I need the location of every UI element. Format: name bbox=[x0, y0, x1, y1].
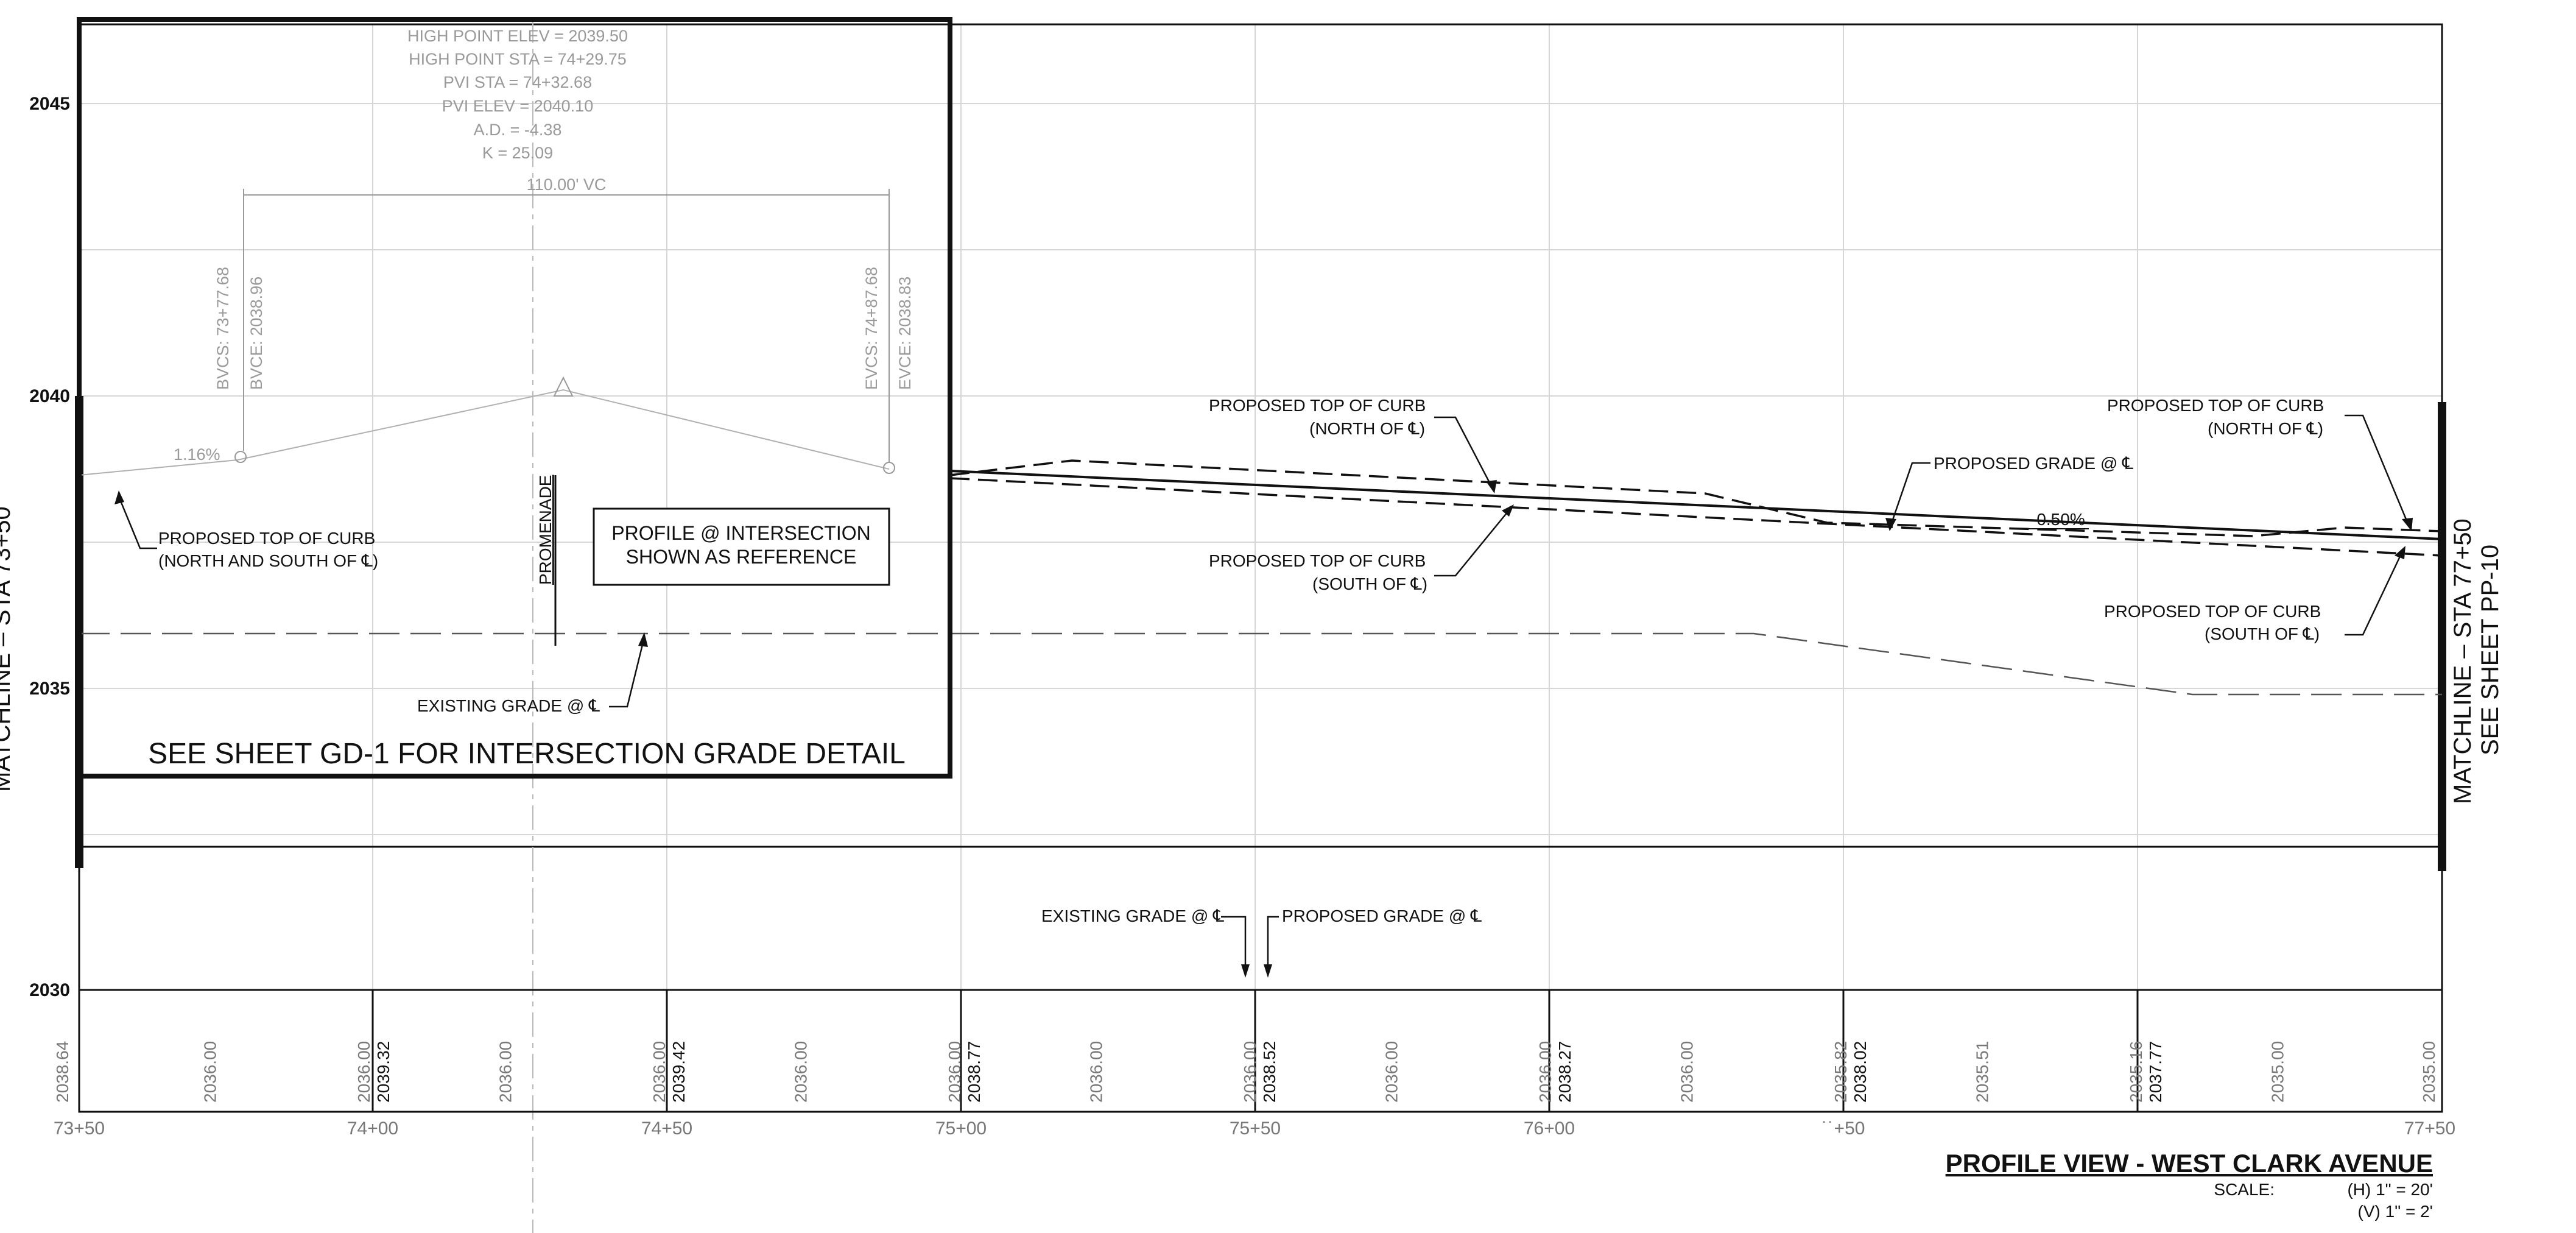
leader-tc-south-right bbox=[2345, 551, 2404, 636]
station-label: 77+50 bbox=[2404, 1118, 2455, 1139]
proposed-elevation-value: 2038.52 bbox=[1260, 1041, 1279, 1103]
grid bbox=[79, 24, 2442, 990]
y-tick-2035: 2035 bbox=[29, 679, 70, 699]
top-of-curb-north-line bbox=[949, 459, 2443, 537]
bvce-label: BVCE: 2038.96 bbox=[247, 277, 266, 390]
callout-tc-north-2: (NORTH OF ℄) bbox=[1309, 419, 1425, 438]
intersection-note-frame bbox=[77, 17, 952, 779]
callout-tc-ns-1: PROPOSED TOP OF CURB bbox=[158, 529, 375, 548]
callout-tc-ns-2: (NORTH AND SOUTH OF ℄) bbox=[158, 551, 378, 570]
callout-tc-north-1: PROPOSED TOP OF CURB bbox=[1209, 396, 1426, 415]
bvcs-label: BVCS: 73+77.68 bbox=[214, 267, 232, 390]
intersection-profile-line bbox=[79, 389, 890, 476]
proposed-elevation-value: 2038.02 bbox=[1851, 1041, 1870, 1103]
existing-elevation-value: 2036.00 bbox=[1240, 1041, 1259, 1103]
existing-elevation-value: 2036.00 bbox=[496, 1041, 515, 1103]
algebraic-difference: A.D. = -4.38 bbox=[474, 121, 562, 139]
scale-horizontal: (H) 1" = 20' bbox=[2347, 1180, 2433, 1199]
leader-tc-north-right bbox=[2345, 414, 2410, 526]
station-label: 74+50 bbox=[641, 1118, 692, 1139]
elevation-table bbox=[78, 989, 2443, 1113]
pvi-elev: PVI ELEV = 2040.10 bbox=[442, 97, 593, 115]
bvc-marker bbox=[234, 451, 247, 463]
leader-proposed-bottom bbox=[1267, 916, 1279, 972]
existing-elevation-value: 2036.00 bbox=[792, 1041, 811, 1103]
pvi-triangle bbox=[553, 376, 574, 397]
existing-elevation-value: 2036.00 bbox=[354, 1041, 373, 1103]
proposed-elevation-value: 2038.27 bbox=[1555, 1041, 1574, 1103]
station-label: 73+50 bbox=[54, 1118, 105, 1139]
existing-elevation-value: 2035.51 bbox=[1973, 1041, 1992, 1103]
existing-elevation-value: 2036.00 bbox=[1087, 1041, 1106, 1103]
callout-proposed-grade-right: PROPOSED GRADE @ ℄ bbox=[1934, 454, 2133, 473]
callout-tc-south-1: PROPOSED TOP OF CURB bbox=[1209, 551, 1426, 570]
y-tick-2040: 2040 bbox=[29, 386, 70, 406]
profile-view-title: PROFILE VIEW - WEST CLARK AVENUE bbox=[1946, 1149, 2433, 1178]
existing-elevation-value: 2035.16 bbox=[2127, 1041, 2145, 1103]
leader-existing-left bbox=[609, 637, 646, 708]
proposed-elevation-value: 2037.77 bbox=[2146, 1041, 2165, 1103]
top-of-curb-south-line bbox=[949, 477, 2443, 557]
callout-tc-south-right-2: (SOUTH OF ℄) bbox=[2205, 624, 2320, 643]
evce-label: EVCE: 2038.83 bbox=[896, 277, 914, 390]
existing-elevation-value: 2035.82 bbox=[1831, 1041, 1850, 1103]
leader-tc-north bbox=[1434, 416, 1493, 488]
matchline-left: MATCHLINE – STA 73+50 bbox=[0, 506, 15, 792]
existing-elevation-value: 2036.00 bbox=[945, 1041, 964, 1103]
existing-elevation-value: 2035.00 bbox=[2419, 1041, 2438, 1103]
profile-reference-line1: PROFILE @ INTERSECTION bbox=[611, 522, 870, 544]
leader-proposed-grade-right bbox=[1890, 462, 1930, 526]
existing-elevation-value: 2035.00 bbox=[2268, 1041, 2287, 1103]
existing-elevation-value: 2036.00 bbox=[1678, 1041, 1697, 1103]
grade-right: -0.50% bbox=[2031, 510, 2085, 529]
callout-tc-south-2: (SOUTH OF ℄) bbox=[1312, 574, 1427, 593]
elevation-cells: 2038.64 2036.00 2036.00 2039.32 2036.00 2036.… bbox=[53, 1041, 2438, 1103]
see-sheet-note: SEE SHEET GD-1 FOR INTERSECTION GRADE DE… bbox=[148, 738, 906, 770]
leader-existing-bottom bbox=[1221, 916, 1247, 972]
y-tick-2030: 2030 bbox=[29, 980, 70, 1000]
matchline-right-line1: MATCHLINE – STA 77+50 bbox=[2449, 518, 2476, 804]
proposed-elevation-value: 2039.42 bbox=[669, 1041, 688, 1103]
matchline-right-line2: SEE SHEET PP-10 bbox=[2477, 545, 2504, 755]
plot-frame bbox=[78, 23, 2443, 991]
proposed-grade-line bbox=[949, 470, 2443, 540]
station-label: 74+00 bbox=[347, 1118, 398, 1139]
existing-grade-line bbox=[79, 632, 2442, 696]
profile-reference-box bbox=[593, 507, 890, 586]
existing-elevation-value: 2038.64 bbox=[53, 1041, 72, 1103]
callout-tc-north-right-2: (NORTH OF ℄) bbox=[2208, 419, 2323, 438]
callout-existing-grade-bottom: EXISTING GRADE @ ℄ bbox=[1041, 906, 1224, 925]
evc-marker bbox=[883, 462, 895, 474]
callout-tc-north-right-1: PROPOSED TOP OF CURB bbox=[2107, 396, 2324, 415]
grade-left: 1.16% bbox=[174, 445, 220, 464]
k-value: K = 25.09 bbox=[482, 144, 553, 162]
leader-tc-ns bbox=[118, 496, 157, 549]
profile-reference-line2: SHOWN AS REFERENCE bbox=[626, 546, 857, 568]
station-label: ˙˙+50 bbox=[1822, 1118, 1865, 1139]
high-point-sta: HIGH POINT STA = 74+29.75 bbox=[409, 50, 627, 68]
vertical-curve-length: 110.00' VC bbox=[527, 175, 607, 194]
scale-vertical: (V) 1" = 2' bbox=[2358, 1202, 2433, 1221]
high-point-elev: HIGH POINT ELEV = 2039.50 bbox=[407, 27, 628, 45]
existing-elevation-value: 2036.00 bbox=[1536, 1041, 1555, 1103]
station-label: 76+00 bbox=[1524, 1118, 1575, 1139]
existing-elevation-value: 2036.00 bbox=[1382, 1041, 1401, 1103]
station-label: 75+00 bbox=[935, 1118, 987, 1139]
existing-elevation-value: 2036.00 bbox=[201, 1041, 220, 1103]
callout-proposed-grade-bottom: PROPOSED GRADE @ ℄ bbox=[1282, 906, 1482, 925]
station-label: 75+50 bbox=[1230, 1118, 1281, 1139]
scale-label: SCALE: bbox=[2214, 1180, 2275, 1199]
callout-existing-grade-left: EXISTING GRADE @ ℄ bbox=[417, 696, 600, 715]
promenade-label: PROMENADE bbox=[536, 475, 555, 585]
y-tick-2045: 2045 bbox=[29, 94, 70, 114]
leader-tc-south bbox=[1434, 508, 1511, 577]
proposed-elevation-value: 2039.32 bbox=[374, 1041, 393, 1103]
proposed-elevation-value: 2038.77 bbox=[965, 1041, 984, 1103]
pvi-sta: PVI STA = 74+32.68 bbox=[443, 73, 592, 91]
existing-elevation-value: 2036.00 bbox=[650, 1041, 669, 1103]
evcs-label: EVCS: 74+87.68 bbox=[862, 267, 881, 390]
callout-tc-south-right-1: PROPOSED TOP OF CURB bbox=[2104, 602, 2321, 621]
